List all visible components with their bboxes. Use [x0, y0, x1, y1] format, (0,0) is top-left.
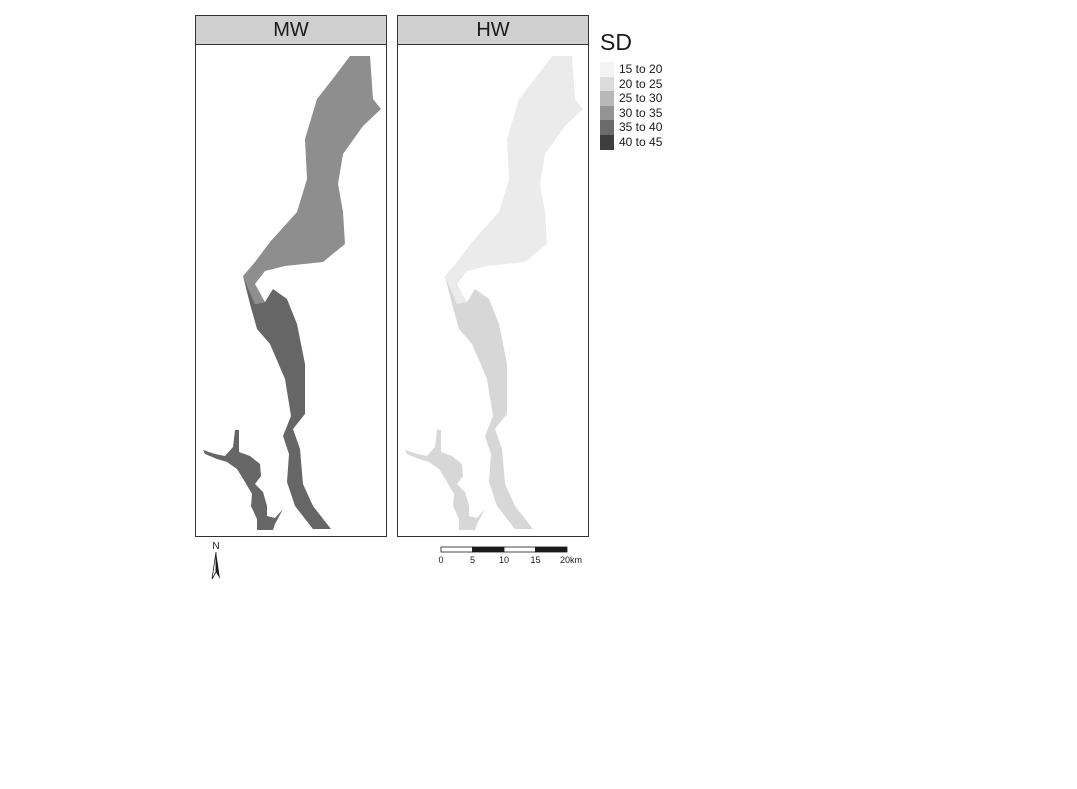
legend-swatch	[600, 62, 614, 77]
north-arrow-left-half	[211, 551, 217, 580]
scale-tick-15: 15	[530, 555, 540, 565]
north-arrow-label: N	[212, 541, 219, 552]
legend-title: SD	[600, 29, 632, 55]
river-upper-mw	[243, 56, 381, 304]
scale-bar-segment-2	[472, 546, 505, 553]
river-upper-hw	[445, 56, 583, 304]
legend-swatch	[600, 120, 614, 136]
legend-label: 15 to 20	[619, 62, 663, 76]
legend-label: 35 to 40	[619, 120, 663, 135]
panel-title-strip-mw: MW	[195, 15, 387, 46]
legend-swatch	[600, 76, 614, 92]
scale-bar-segment-1	[440, 546, 473, 553]
river-lower-mw	[243, 276, 331, 529]
legend-label: 30 to 35	[619, 105, 663, 120]
river-map-hw	[405, 56, 583, 530]
legend-swatch	[600, 135, 614, 150]
scale-bar-segment-4	[535, 546, 568, 553]
north-arrow-right-half	[216, 552, 220, 579]
north-arrow: N	[211, 541, 220, 580]
legend-swatch	[600, 91, 614, 107]
scale-tick-10: 10	[499, 555, 509, 565]
scale-tick-0: 0	[438, 555, 443, 565]
legend-label: 20 to 25	[619, 76, 663, 91]
legend-label: 25 to 30	[619, 91, 663, 106]
scale-tick-20km: 20km	[560, 555, 582, 565]
panel-title-mw: MW	[273, 19, 309, 41]
scale-bar-segment-3	[503, 546, 536, 553]
river-map-mw	[203, 56, 381, 530]
scale-tick-5: 5	[470, 555, 475, 565]
panel-title-strip-hw: HW	[397, 15, 589, 46]
river-tributary-hw	[405, 430, 485, 530]
legend-swatch	[600, 105, 614, 121]
river-tributary-mw	[203, 430, 283, 530]
scale-bar: 0 5 10 15 20km	[438, 546, 582, 565]
river-lower-hw	[445, 276, 533, 529]
legend-label: 40 to 45	[619, 135, 663, 149]
panel-title-hw: HW	[476, 19, 510, 41]
